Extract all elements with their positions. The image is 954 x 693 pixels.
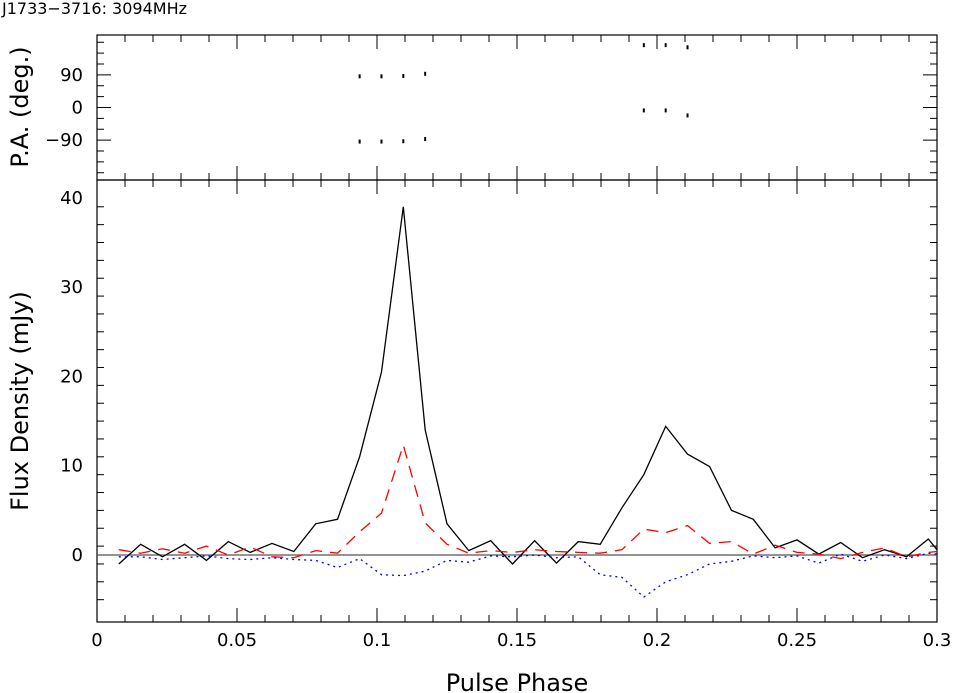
profile-ytick-label: 20 [60, 366, 83, 387]
pa-point [664, 108, 667, 113]
profile-series [97, 206, 938, 598]
profile-line-dashed [118, 442, 938, 560]
profile-ytick-label: 10 [60, 456, 83, 477]
profile-ytick-label: 40 [60, 188, 83, 209]
pa-point [686, 45, 689, 50]
profile-ytick-label: 0 [72, 545, 83, 566]
chart-title: J1733−3716: 3094MHz [1, 0, 187, 18]
pa-point [642, 43, 645, 48]
profile-xtick-label: 0.15 [497, 630, 537, 651]
pa-ytick-label: 0 [72, 98, 83, 119]
pa-point [402, 139, 405, 144]
profile-ylabel: Flux Density (mJy) [6, 291, 34, 511]
profile-xlabel: Pulse Phase [446, 669, 589, 693]
pa-panel: J1733−3716: 3094MHz P.A. (deg.) −90 0 90 [1, 0, 938, 181]
profile-xtick-label: 0.1 [363, 630, 392, 651]
profile-xtick-label: 0.05 [217, 630, 257, 651]
pa-point [380, 74, 383, 79]
pa-point [380, 139, 383, 144]
pa-point [686, 113, 689, 118]
profile-xtick-label: 0.2 [643, 630, 672, 651]
pa-point [402, 73, 405, 78]
pa-point [424, 137, 427, 142]
pa-ytick-label: −90 [45, 130, 83, 151]
profile-line-dotted [118, 552, 938, 598]
pa-points [358, 43, 689, 144]
pa-point [424, 71, 427, 76]
profile-xtick-label: 0 [91, 630, 102, 651]
profile-xtick-label: 0.25 [777, 630, 817, 651]
profile-xtick-label: 0.3 [923, 630, 952, 651]
pa-point [664, 43, 667, 48]
profile-panel: Flux Density (mJy) Pulse Phase 0 0.05 0.1 0… [6, 179, 951, 693]
profile-line-solid [118, 206, 938, 565]
profile-panel-frame [96, 179, 938, 623]
pa-point [358, 74, 361, 79]
profile-ytick-label: 30 [60, 277, 83, 298]
pa-ytick-label: 90 [60, 65, 83, 86]
pa-point [642, 108, 645, 113]
profile-ticks: 0 0.05 0.1 0.15 0.2 0.25 0.3 0 10 20 30 40 [60, 180, 951, 651]
pa-panel-frame [96, 34, 938, 181]
pa-point [358, 139, 361, 144]
pa-ticks: −90 0 90 [45, 35, 938, 180]
pa-ylabel: P.A. (deg.) [6, 46, 34, 167]
